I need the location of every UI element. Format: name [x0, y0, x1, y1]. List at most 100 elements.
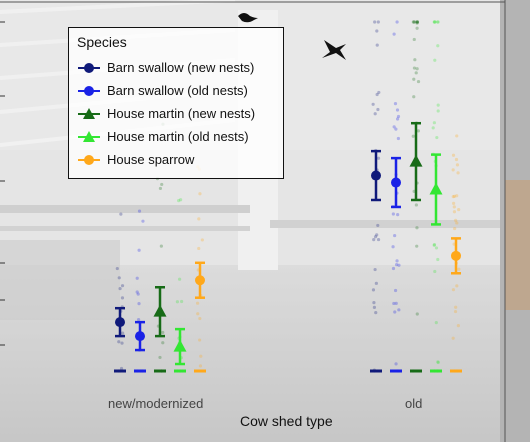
- raw-point: [393, 310, 397, 314]
- raw-point: [457, 207, 461, 212]
- mean-point-circle: [391, 177, 401, 188]
- raw-point: [397, 263, 401, 267]
- perched-bird-silhouette: [238, 13, 258, 23]
- raw-point: [433, 20, 437, 24]
- flying-swallow-silhouette: [322, 40, 346, 60]
- raw-point: [375, 92, 379, 97]
- raw-point: [415, 20, 420, 24]
- raw-point: [415, 26, 419, 30]
- raw-point: [451, 336, 455, 340]
- raw-point: [373, 235, 378, 239]
- mean-point-circle: [371, 170, 381, 181]
- raw-point: [375, 43, 379, 47]
- raw-point: [135, 290, 139, 294]
- raw-point: [453, 309, 458, 314]
- raw-point: [376, 156, 381, 160]
- raw-point: [179, 198, 183, 202]
- raw-point: [117, 276, 121, 280]
- raw-point: [432, 20, 436, 24]
- raw-point: [372, 305, 377, 310]
- raw-point: [119, 212, 123, 216]
- raw-point: [373, 267, 377, 272]
- raw-point: [115, 266, 119, 271]
- raw-point: [198, 338, 202, 342]
- raw-point: [199, 354, 203, 358]
- raw-point: [455, 163, 460, 167]
- raw-point: [434, 321, 438, 325]
- raw-point: [454, 305, 458, 309]
- raw-point: [455, 284, 459, 288]
- raw-point: [394, 301, 398, 305]
- legend-label: Barn swallow (new nests): [107, 60, 255, 75]
- raw-point: [120, 296, 125, 300]
- raw-point: [158, 355, 162, 360]
- triangle-marker-icon: [78, 131, 100, 142]
- raw-point: [374, 281, 378, 285]
- raw-point: [120, 341, 124, 345]
- raw-point: [453, 226, 457, 231]
- raw-point: [376, 223, 380, 228]
- raw-point: [160, 182, 164, 187]
- raw-point: [415, 226, 419, 230]
- raw-point: [457, 267, 461, 271]
- mean-point-circle: [195, 275, 205, 286]
- raw-point: [452, 194, 457, 199]
- raw-point: [454, 218, 458, 222]
- raw-point: [200, 238, 204, 242]
- raw-point: [415, 20, 419, 24]
- raw-point: [436, 20, 440, 24]
- x-tick-label-new-modernized: new/modernized: [108, 396, 204, 411]
- raw-point: [392, 301, 396, 306]
- raw-point: [395, 108, 400, 112]
- raw-point: [415, 67, 419, 71]
- raw-point: [161, 330, 165, 335]
- raw-point: [137, 248, 141, 252]
- raw-point: [391, 266, 396, 271]
- raw-point: [373, 112, 377, 116]
- raw-point: [136, 317, 141, 322]
- raw-point: [393, 288, 398, 293]
- raw-point: [412, 77, 416, 81]
- raw-point: [391, 212, 395, 216]
- raw-point: [456, 171, 460, 175]
- raw-point: [161, 341, 165, 345]
- raw-point: [416, 129, 420, 133]
- raw-point: [198, 192, 202, 196]
- raw-point: [392, 32, 396, 36]
- raw-point: [177, 277, 182, 281]
- raw-point: [414, 203, 418, 207]
- raw-point: [451, 168, 455, 172]
- raw-point: [432, 243, 437, 247]
- raw-point: [371, 288, 376, 292]
- raw-point: [371, 102, 375, 106]
- raw-point: [376, 20, 380, 24]
- mean-point-triangle: [153, 304, 167, 317]
- raw-point: [376, 237, 381, 242]
- legend-label: Barn swallow (old nests): [107, 83, 248, 98]
- x-axis-title: Cow shed type: [240, 413, 333, 429]
- raw-point: [135, 276, 139, 280]
- raw-point: [373, 20, 377, 24]
- raw-point: [415, 244, 419, 248]
- raw-point: [452, 205, 456, 209]
- raw-point: [415, 20, 420, 24]
- raw-point: [394, 362, 398, 366]
- raw-point: [395, 20, 399, 24]
- raw-point: [180, 299, 184, 304]
- raw-point: [455, 194, 459, 198]
- raw-point: [454, 157, 459, 162]
- raw-point: [397, 308, 401, 312]
- mean-point-circle: [135, 331, 145, 342]
- raw-point: [158, 186, 163, 191]
- raw-point: [392, 125, 396, 129]
- data-series-marks: [115, 121, 461, 366]
- raw-point: [412, 37, 416, 42]
- raw-point: [436, 360, 440, 365]
- raw-point: [415, 21, 419, 25]
- mean-point-triangle: [429, 182, 443, 195]
- legend-label: House martin (old nests): [107, 129, 249, 144]
- raw-point: [433, 58, 437, 62]
- raw-point: [118, 286, 122, 291]
- mean-point-circle: [115, 317, 125, 328]
- raw-point: [117, 340, 121, 344]
